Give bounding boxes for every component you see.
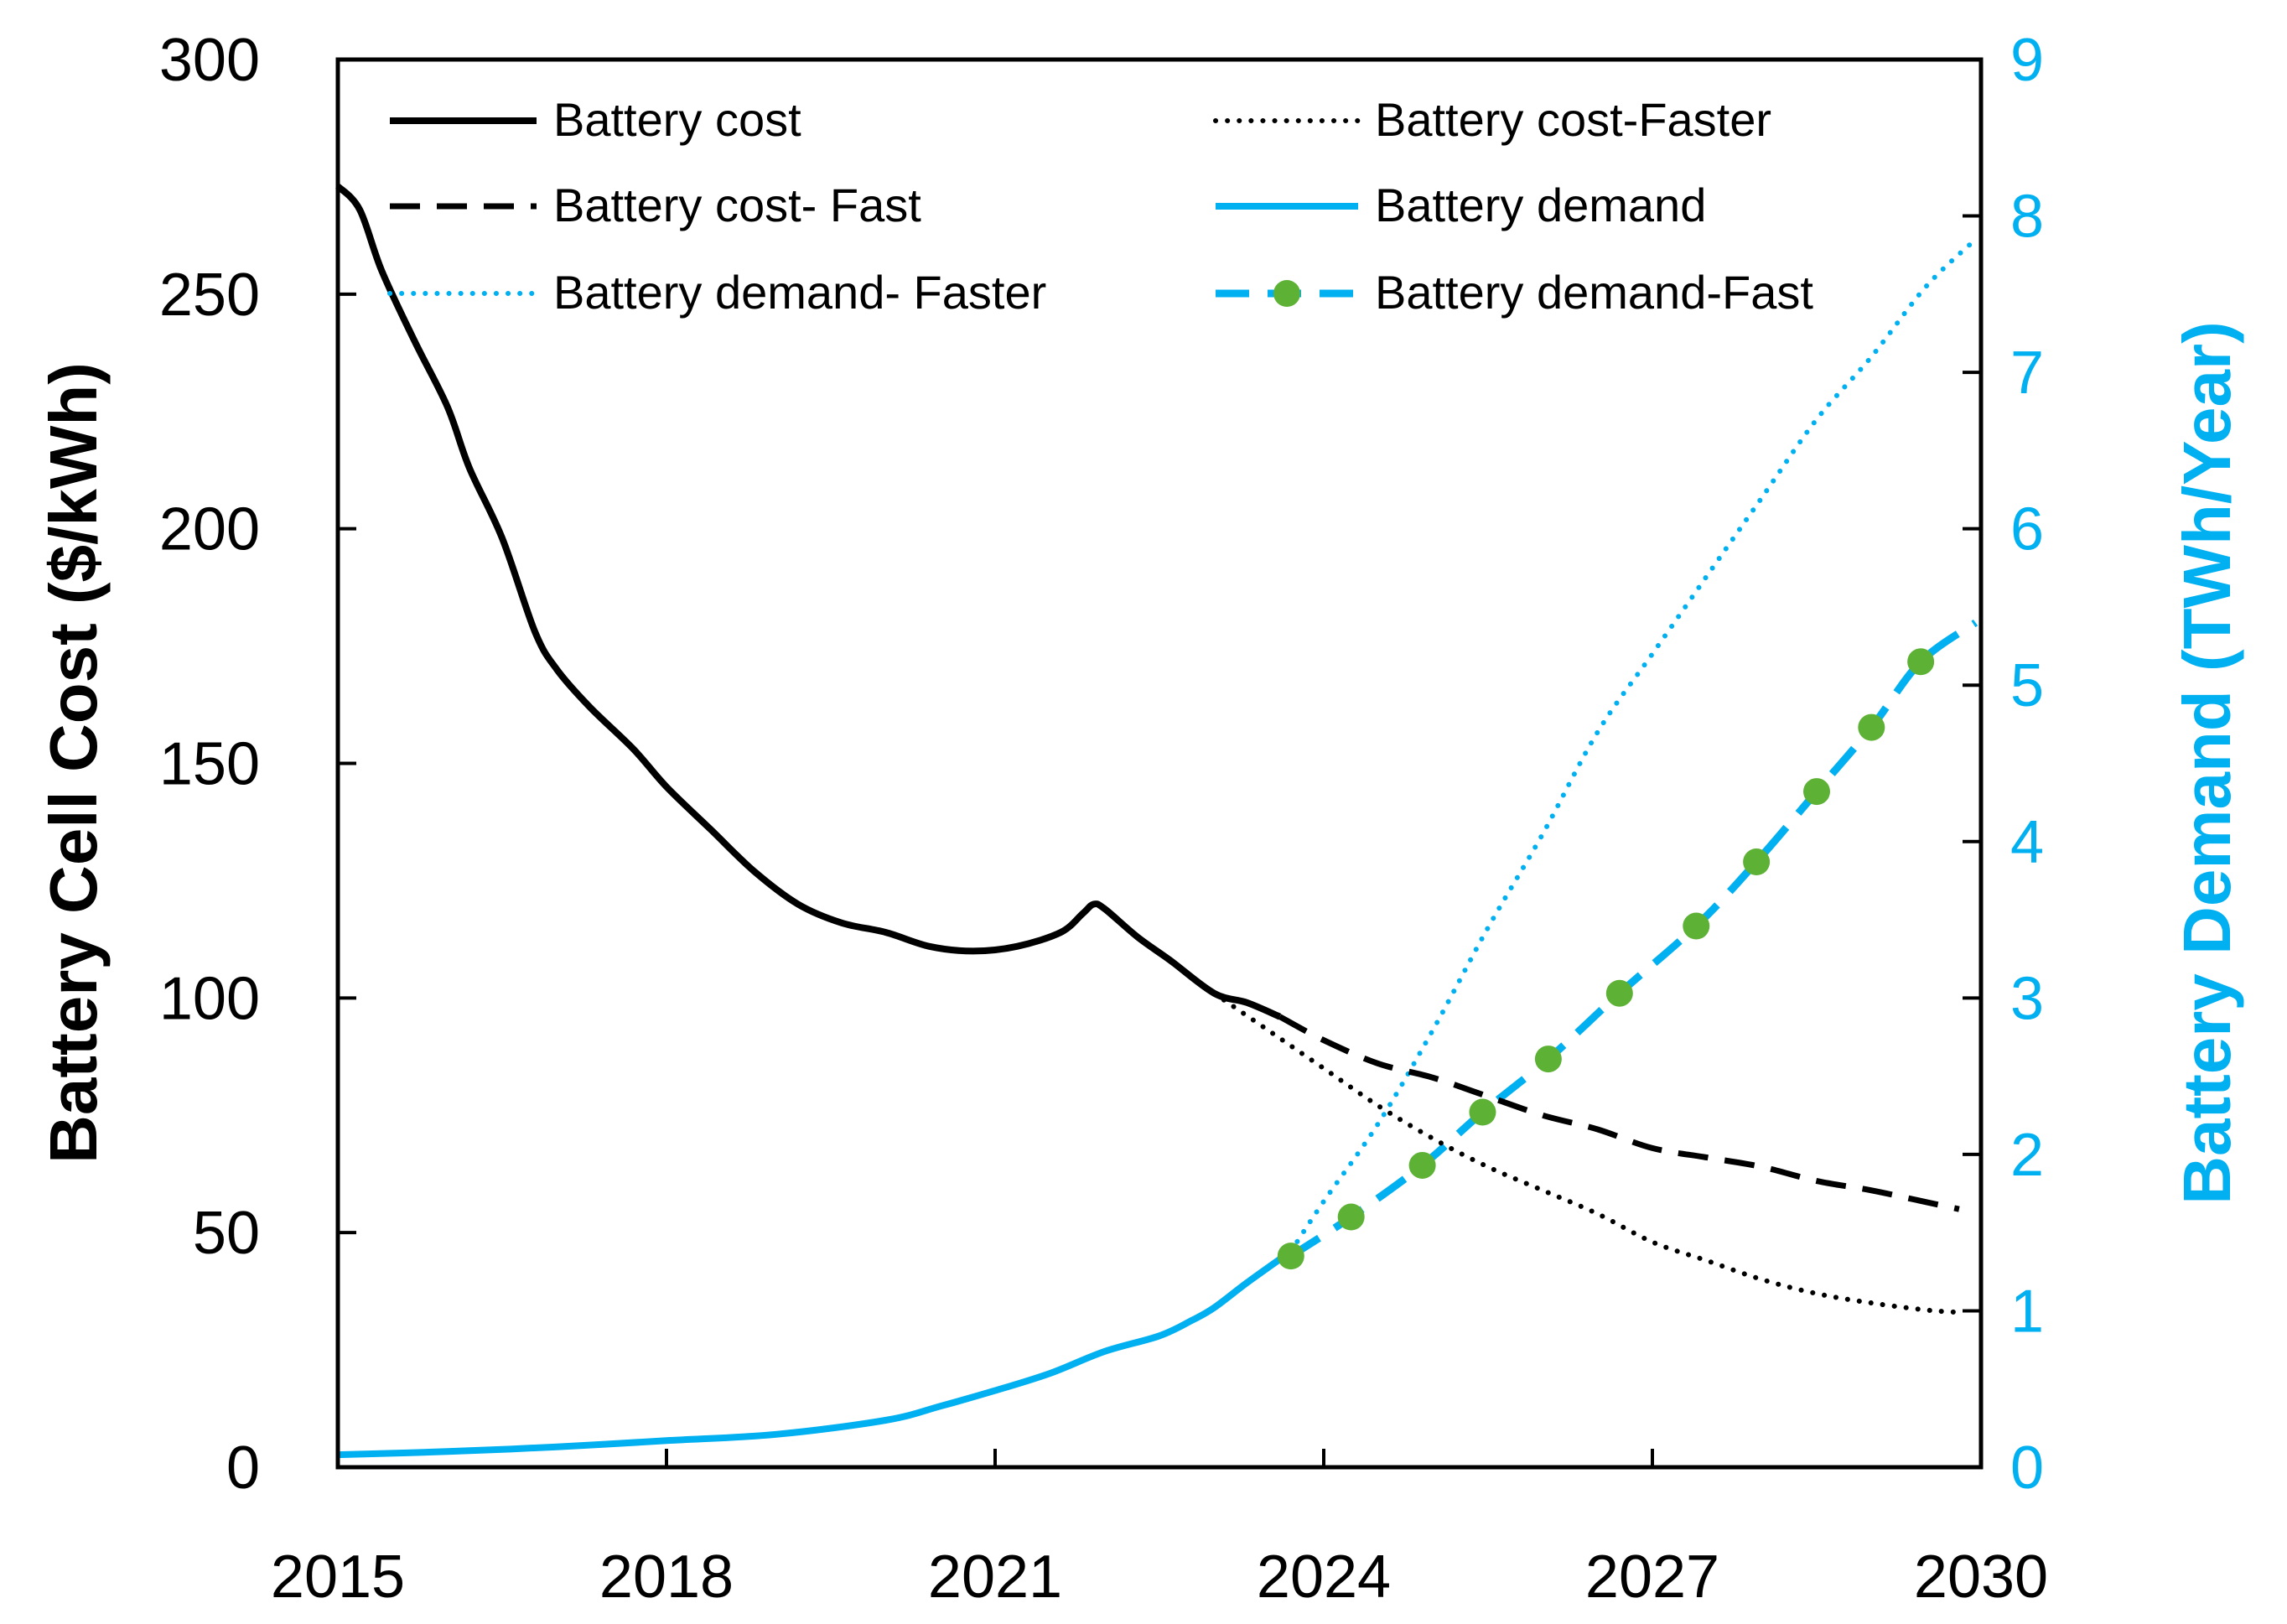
x-tick-label: 2024 xyxy=(1257,1544,1391,1611)
y-right-tick-label: 0 xyxy=(2010,1435,2044,1502)
x-tick-label: 2021 xyxy=(928,1544,1062,1611)
legend-item-battery-cost-faster: Battery cost-Faster xyxy=(1213,93,1771,146)
legend-marker xyxy=(1273,280,1300,307)
legend-label: Battery cost-Faster xyxy=(1375,93,1771,146)
y-axis-title-left: Battery Cell Cost ($/kWh) xyxy=(36,362,111,1164)
x-tick-label: 2027 xyxy=(1585,1544,1719,1611)
y-left-tick-label: 250 xyxy=(159,262,260,329)
y-left-tick-label: 50 xyxy=(193,1200,260,1267)
data-point-marker xyxy=(1277,1243,1304,1270)
tick-labels: 2015 2018 2021 2024 2027 20300501001502002503… xyxy=(159,27,2048,1611)
data-point-marker xyxy=(1858,713,1885,741)
y-left-tick-label: 200 xyxy=(159,496,260,563)
y-left-tick-label: 100 xyxy=(159,965,260,1032)
y-right-tick-label: 4 xyxy=(2010,809,2044,876)
y-left-tick-label: 300 xyxy=(159,27,260,94)
legend-item-battery-demand-fast: Battery demand-Fast xyxy=(1216,266,1813,319)
y-right-tick-label: 5 xyxy=(2010,652,2044,719)
legend-item-battery-demand-faster: Battery demand- Faster xyxy=(387,266,1046,319)
legend-label: Battery demand xyxy=(1375,179,1706,231)
y-left-tick-label: 150 xyxy=(159,731,260,798)
legend-label: Battery demand- Faster xyxy=(553,266,1046,319)
legend-label: Battery demand-Fast xyxy=(1375,266,1813,319)
legend-item-battery-cost-fast: Battery cost- Fast xyxy=(390,179,921,231)
data-point-marker xyxy=(1743,848,1771,876)
x-tick-label: 2030 xyxy=(1914,1544,2048,1611)
x-tick-label: 2018 xyxy=(599,1544,734,1611)
data-point-marker xyxy=(1907,648,1935,676)
data-point-marker xyxy=(1469,1098,1496,1126)
data-point-marker xyxy=(1803,778,1830,806)
data-point-marker xyxy=(1683,912,1710,940)
plot-frame xyxy=(335,57,1984,1470)
legend-label: Battery cost xyxy=(553,93,801,146)
series-line-battery-demand xyxy=(337,1248,1294,1459)
y-axis-title-right: Battery Demand (TWh/Year) xyxy=(2170,321,2244,1205)
data-point-marker xyxy=(1534,1045,1562,1073)
series-line-battery-cost xyxy=(335,184,1282,1020)
y-right-tick-label: 9 xyxy=(2010,27,2044,94)
series-line-battery-cost-faster xyxy=(1211,990,1962,1315)
series-layer xyxy=(335,184,1978,1459)
data-point-marker xyxy=(1337,1203,1365,1231)
y-left-tick-label: 0 xyxy=(226,1435,260,1502)
legend-item-battery-demand: Battery demand xyxy=(1216,179,1706,231)
legend: Battery cost Battery cost-Faster Battery c… xyxy=(387,93,1813,319)
legend-label: Battery cost- Fast xyxy=(553,179,921,231)
y-right-tick-label: 3 xyxy=(2010,965,2044,1032)
y-right-tick-label: 7 xyxy=(2010,340,2044,407)
x-tick-label: 2015 xyxy=(271,1544,405,1611)
y-right-tick-label: 2 xyxy=(2010,1122,2044,1189)
data-point-marker xyxy=(1408,1151,1436,1179)
legend-item-battery-cost: Battery cost xyxy=(390,93,801,146)
series-line-battery-cost-fast xyxy=(1278,1014,1960,1212)
series-line-battery-demand-faster xyxy=(1288,236,1978,1254)
y-right-tick-label: 6 xyxy=(2010,496,2044,563)
data-point-marker xyxy=(1605,979,1633,1007)
y-right-tick-label: 1 xyxy=(2010,1278,2044,1345)
y-right-tick-label: 8 xyxy=(2010,184,2044,251)
